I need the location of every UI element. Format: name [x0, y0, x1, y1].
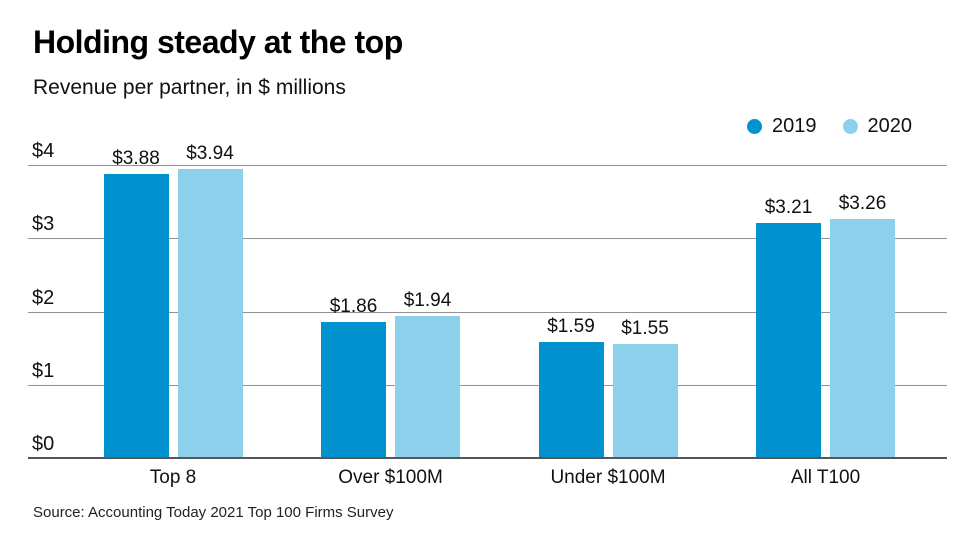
bar-value-label: $3.88	[112, 148, 160, 169]
bar-2019-All T100	[756, 223, 821, 458]
bar-2020-All T100	[830, 219, 895, 458]
gridline-$3	[28, 238, 947, 240]
legend-item-2020: 2020	[842, 115, 913, 138]
y-tick-label: $4	[32, 140, 55, 162]
gridline-$1	[28, 384, 947, 386]
gridline-$4	[28, 165, 947, 166]
bar-2019-Top 8	[103, 174, 169, 458]
legend-item-2019: 2019	[747, 115, 817, 138]
bar-value-label: $1.55	[621, 318, 669, 339]
bar-value-label: $3.21	[764, 197, 813, 218]
legend-dot-icon	[747, 119, 762, 134]
bar-value-label: $1.86	[329, 296, 378, 317]
y-tick-label: $2	[32, 286, 55, 309]
y-tick-label: $1	[32, 359, 55, 382]
chart-title: Holding steady at the top	[33, 24, 403, 60]
bar-2019-Over $100M	[321, 322, 386, 458]
bar-2020-Over $100M	[395, 316, 460, 458]
bar-2020-Top 8	[177, 169, 243, 458]
bar-2020-Under $100M	[612, 344, 678, 458]
x-axis-line	[28, 457, 947, 459]
legend: 2019 2020	[747, 115, 912, 138]
y-tick-label: $3	[32, 213, 55, 236]
bar-value-label: $1.94	[403, 290, 452, 311]
x-category-label: Top 8	[149, 467, 197, 488]
x-category-label: All T100	[790, 467, 861, 488]
x-category-label: Under $100M	[550, 467, 666, 488]
bar-value-label: $3.94	[186, 143, 234, 164]
y-tick-label: $0	[32, 433, 55, 455]
x-category-label: Over $100M	[338, 467, 443, 488]
bar-value-label: $1.59	[547, 316, 595, 337]
legend-label: 2020	[867, 115, 913, 137]
bar-value-label: $3.26	[838, 193, 887, 214]
chart-subtitle: Revenue per partner, in $ millions	[33, 76, 346, 99]
legend-dot-icon	[842, 119, 858, 134]
bar-2019-Under $100M	[538, 342, 604, 458]
source-note: Source: Accounting Today 2021 Top 100 Fi…	[33, 504, 394, 521]
legend-label: 2019	[772, 115, 817, 137]
gridline-$2	[28, 311, 947, 313]
